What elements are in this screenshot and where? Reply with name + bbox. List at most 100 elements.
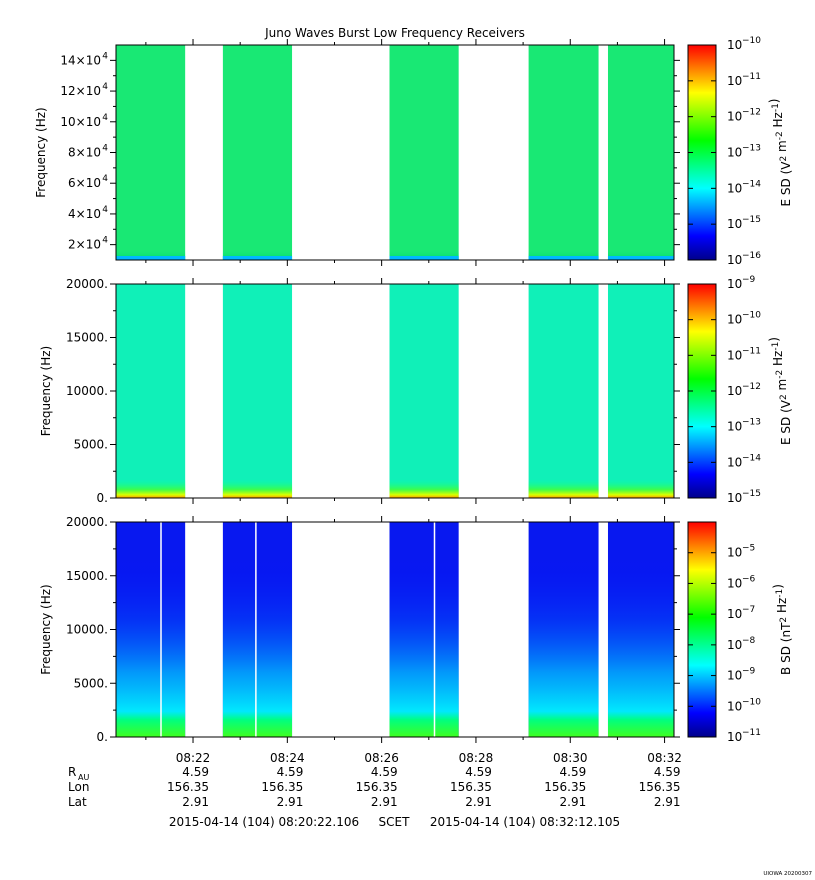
y-tick-label: 20000.	[66, 515, 108, 529]
colorbar-tick-exponent: −15	[742, 215, 761, 225]
colorbar-tick-label: 10	[727, 277, 742, 291]
colorbar-label: E SD (V2 m-2 Hz-1)	[767, 98, 793, 206]
y-tick-label: 8×10	[68, 146, 101, 160]
colorbar-tick-exponent: −12	[742, 382, 761, 392]
ephemeris-table: R AU 4.59 4.59 4.59 4.59 4.59 4.59 Lon 156.35 156.…	[68, 765, 681, 809]
data-block-low-frequency-band	[607, 256, 674, 260]
data-block-low-frequency-band	[607, 45, 674, 260]
colorbar-tick-exponent: −14	[742, 179, 761, 189]
colorbar-label: B SD (nT2 Hz-1)	[771, 584, 793, 675]
colorbar-tick-exponent: −16	[742, 251, 761, 261]
x-tick-label: 08:26	[364, 751, 399, 765]
ephemeris-value: 2.91	[560, 795, 587, 809]
ephemeris-value: 4.59	[371, 765, 398, 779]
y-axis-label: Frequency (Hz)	[39, 584, 53, 675]
colorbar-tick-label: 10	[727, 607, 742, 621]
y-tick-label: 10×10	[60, 115, 101, 129]
data-block-low-frequency-band	[222, 256, 293, 260]
data-block-low-frequency-band	[528, 256, 599, 260]
y-tick-label: 5000.	[74, 676, 108, 690]
footer-stamp: UIOWA 20200307	[763, 871, 812, 877]
colorbar-tick-exponent: −9	[742, 667, 756, 677]
colorbar-tick-label: 10	[727, 455, 742, 469]
ephemeris-value: 156.35	[544, 780, 586, 794]
ephemeris-row-label-subscript: AU	[78, 773, 89, 782]
colorbar-tick-label: 10	[727, 491, 742, 505]
ephemeris-row-label: Lat	[68, 795, 87, 809]
colorbar-tick-exponent: −5	[742, 544, 755, 554]
colorbar-tick-label: 10	[727, 420, 742, 434]
spectrogram-panel-2: 0. 5000. 10000. 15000. 20000. Frequency (Hz) 1…	[39, 275, 793, 505]
colorbar-tick-label: 10	[727, 253, 742, 267]
colorbar-tick-label: 10	[727, 576, 742, 590]
data-block-low-frequency-band	[116, 284, 186, 498]
colorbar-tick-exponent: −9	[742, 275, 756, 285]
ephemeris-value: 4.59	[465, 765, 492, 779]
colorbar-tick-exponent: −8	[742, 636, 756, 646]
y-tick-label: 4×10	[68, 207, 101, 221]
ephemeris-value: 4.59	[277, 765, 304, 779]
time-axis: 08:22 08:24 08:26 08:28 08:30 08:32	[176, 751, 682, 765]
y-tick-exponent: 4	[102, 51, 108, 61]
data-block-low-frequency-band	[607, 284, 674, 498]
colorbar-tick-label: 10	[727, 313, 742, 327]
footer-start-time: 2015-04-14 (104) 08:20:22.106	[169, 815, 359, 829]
data-block-low-frequency-band	[116, 45, 186, 260]
ephemeris-value: 2.91	[371, 795, 398, 809]
spectrogram-panel-3: 0. 5000. 10000. 15000. 20000. Frequency (Hz) 1…	[39, 515, 793, 744]
data-block-low-frequency-band	[389, 256, 459, 260]
colorbar-tick-exponent: −10	[742, 311, 761, 321]
y-tick-label: 15000.	[66, 331, 108, 345]
colorbar-tick-exponent: −6	[742, 574, 756, 584]
colorbar-tick-exponent: −10	[742, 697, 761, 707]
ephemeris-value: 156.35	[450, 780, 492, 794]
x-tick-label: 08:22	[176, 751, 211, 765]
colorbar-label: E SD (V2 m-2 Hz-1)	[767, 337, 793, 445]
y-tick-exponent: 4	[102, 113, 108, 123]
ephemeris-value: 4.59	[560, 765, 587, 779]
figure-title: Juno Waves Burst Low Frequency Receivers	[264, 26, 525, 40]
ephemeris-value: 2.91	[654, 795, 681, 809]
ephemeris-value: 156.35	[639, 780, 681, 794]
colorbar-tick-label: 10	[727, 38, 742, 52]
y-tick-label: 12×10	[60, 84, 101, 98]
colorbar-tick-label: 10	[727, 669, 742, 683]
data-block-low-frequency-band	[528, 284, 599, 498]
y-tick-label: 14×10	[60, 53, 101, 67]
colorbar-tick-label: 10	[727, 384, 742, 398]
ephemeris-row-label: R	[68, 765, 76, 779]
data-block-low-frequency-band	[607, 522, 674, 737]
data-block-low-frequency-band	[528, 522, 599, 737]
data-block-low-frequency-band	[528, 45, 599, 260]
y-tick-label: 5000.	[74, 438, 108, 452]
y-axis-label: Frequency (Hz)	[39, 346, 53, 437]
ephemeris-value: 2.91	[182, 795, 209, 809]
y-tick-exponent: 4	[102, 144, 108, 154]
y-tick-exponent: 4	[102, 205, 108, 215]
x-tick-label: 08:32	[647, 751, 682, 765]
colorbar-tick-label: 10	[727, 146, 742, 160]
colorbar-tick-exponent: −11	[742, 346, 761, 356]
data-block-low-frequency-band	[222, 45, 293, 260]
colorbar-tick-exponent: −11	[742, 72, 761, 82]
colorbar-tick-label: 10	[727, 74, 742, 88]
x-tick-label: 08:24	[270, 751, 305, 765]
y-tick-label: 10000.	[66, 623, 108, 637]
ephemeris-row-label: Lon	[68, 780, 89, 794]
colorbar-tick-label: 10	[727, 217, 742, 231]
y-tick-label: 0.	[97, 730, 108, 744]
y-tick-label: 6×10	[68, 176, 101, 190]
y-tick-label: 20000.	[66, 277, 108, 291]
data-block-low-frequency-band	[389, 284, 459, 498]
colorbar-tick-label: 10	[727, 110, 742, 124]
ephemeris-value: 4.59	[654, 765, 681, 779]
footer-end-time: 2015-04-14 (104) 08:32:12.105	[430, 815, 620, 829]
y-tick-exponent: 4	[102, 236, 108, 246]
ephemeris-value: 156.35	[261, 780, 303, 794]
y-tick-label: 2×10	[68, 238, 101, 252]
ephemeris-value: 156.35	[356, 780, 398, 794]
y-tick-label: 15000.	[66, 569, 108, 583]
